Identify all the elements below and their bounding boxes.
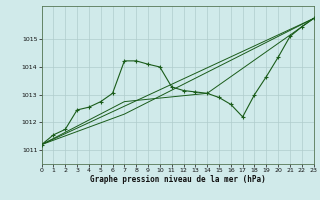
X-axis label: Graphe pression niveau de la mer (hPa): Graphe pression niveau de la mer (hPa) (90, 175, 266, 184)
